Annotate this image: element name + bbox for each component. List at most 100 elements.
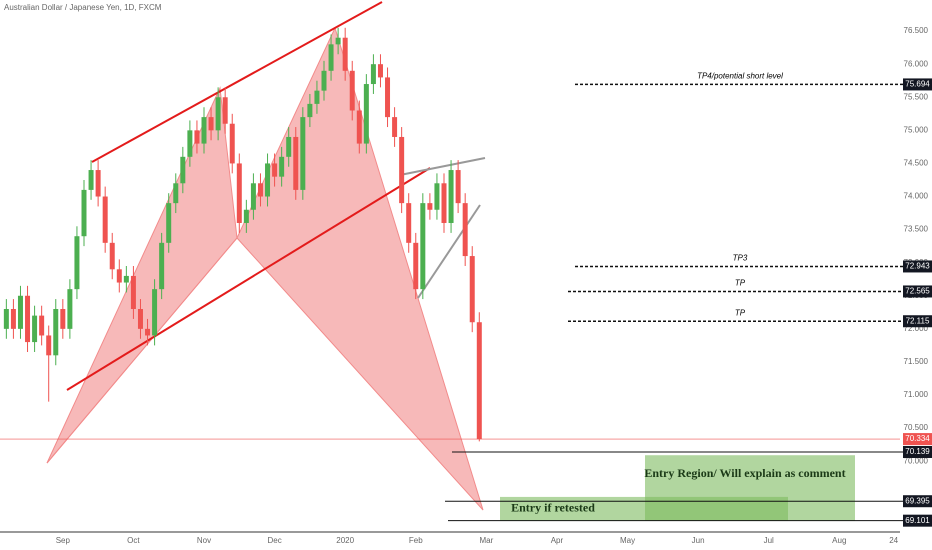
y-tick-label: 75.000 — [904, 125, 929, 134]
candle-body — [152, 289, 158, 336]
candle-body — [356, 110, 362, 144]
candle-body — [116, 269, 122, 283]
y-tick-label: 70.000 — [904, 456, 929, 465]
channel-upper — [91, 1, 383, 163]
candle-body — [109, 242, 115, 270]
level-price-label: 69.101 — [905, 516, 930, 525]
candle-body — [166, 203, 172, 243]
candle-body — [279, 156, 285, 177]
candle-body — [257, 183, 263, 197]
x-tick-label: Jun — [692, 536, 705, 545]
x-tick-label: Aug — [832, 536, 846, 545]
y-tick-label: 73.500 — [904, 225, 929, 234]
wedge-lower — [417, 204, 481, 299]
y-tick-label: 71.500 — [904, 357, 929, 366]
candle-body — [145, 328, 151, 336]
candle-body — [236, 163, 242, 223]
candle-body — [25, 295, 31, 343]
candle-body — [173, 183, 179, 204]
candle-body — [272, 163, 278, 177]
candle-body — [159, 242, 165, 290]
level-price-label-box — [903, 315, 932, 328]
last-price-label: 70.334 — [905, 434, 930, 443]
level-price-label-box — [903, 260, 932, 273]
candle-body — [321, 70, 327, 91]
candle-body — [434, 183, 440, 210]
candle-body — [81, 189, 87, 237]
level-price-label: 72.943 — [905, 262, 930, 271]
candle-body — [265, 163, 271, 197]
candle-body — [123, 275, 129, 283]
candle-body — [307, 103, 313, 118]
y-tick-label: 75.500 — [904, 92, 929, 101]
level-price-label-box — [903, 285, 932, 298]
level-label: TP — [735, 279, 746, 288]
candle-body — [39, 315, 45, 336]
x-tick-label: Apr — [551, 536, 564, 545]
candle-body — [441, 183, 447, 223]
candle-body — [250, 183, 256, 210]
x-tick-label: Mar — [479, 536, 493, 545]
candle-body — [222, 97, 228, 124]
level-price-label: 72.115 — [906, 316, 930, 325]
candle-body — [349, 70, 355, 111]
candle-body — [130, 275, 136, 310]
candle-body — [420, 203, 426, 290]
candle-body — [60, 309, 66, 329]
entry-zone — [500, 496, 788, 521]
zones — [500, 455, 855, 521]
level-price-label: 75.694 — [905, 80, 930, 89]
candle-body — [67, 289, 73, 329]
x-tick-label: Sep — [56, 536, 71, 545]
candle-body — [229, 123, 235, 164]
y-tick-label: 71.000 — [904, 390, 929, 399]
y-tick-label: 72.000 — [904, 324, 929, 333]
candle-body — [469, 256, 475, 323]
y-tick-label: 76.000 — [904, 59, 929, 68]
x-tick-label: Dec — [267, 536, 281, 545]
candle-body — [286, 136, 292, 157]
candle-body — [102, 196, 108, 243]
level-price-label-box — [903, 78, 932, 91]
x-tick-label: May — [620, 536, 635, 545]
candle-body — [32, 315, 38, 343]
candle-body — [17, 295, 23, 329]
x-tick-label: Jul — [764, 536, 774, 545]
candle-body — [74, 236, 80, 290]
candle-body — [392, 117, 398, 137]
level-price-label: 69.395 — [905, 496, 930, 505]
candle-body — [215, 97, 221, 131]
candle-body — [95, 170, 101, 197]
x-tick-label: 24 — [889, 536, 898, 545]
candle-body — [455, 170, 461, 204]
candle-body — [53, 309, 59, 356]
candle-body — [377, 64, 383, 78]
candle-body — [413, 242, 419, 290]
candle-body — [293, 136, 299, 190]
drawings — [46, 1, 486, 511]
candle-body — [88, 170, 94, 190]
candle-body — [201, 117, 207, 144]
candle-body — [10, 309, 16, 329]
candle-body — [462, 203, 468, 257]
level-price-label-box — [903, 445, 932, 458]
candle-body — [476, 322, 482, 440]
candle-body — [370, 64, 376, 85]
zone-label: Entry if retested — [511, 501, 595, 515]
level-label: TP — [735, 308, 746, 317]
y-tick-label: 76.500 — [904, 26, 929, 35]
level-price-label-box — [903, 495, 932, 508]
y-tick-label: 70.500 — [904, 423, 929, 432]
candle-body — [300, 117, 306, 190]
candle-body — [187, 130, 193, 157]
pattern-xb — [46, 237, 238, 464]
level-label: TP4/potential short level — [697, 72, 783, 81]
y-tick-label: 74.500 — [904, 159, 929, 168]
pattern-bcd — [236, 26, 484, 511]
candle-body — [406, 203, 412, 243]
level-price-label-box — [903, 514, 932, 527]
candle-body — [385, 77, 391, 118]
candle-body — [137, 309, 143, 329]
candle-body — [427, 203, 433, 210]
